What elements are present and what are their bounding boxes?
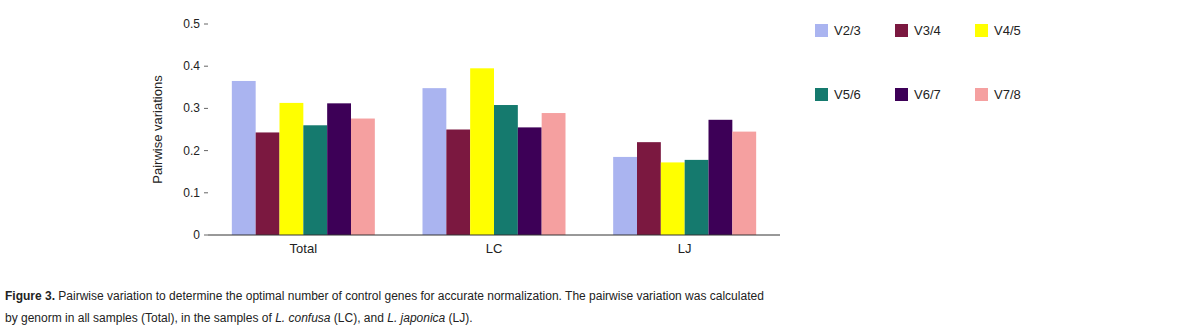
bar xyxy=(732,132,756,235)
legend-swatch xyxy=(895,88,908,101)
x-tick-label: LC xyxy=(486,241,503,256)
bar xyxy=(470,68,494,235)
caption-segment: by genorm in all samples (Total), in the… xyxy=(5,311,275,325)
bar xyxy=(661,162,685,235)
y-tick-label: 0 xyxy=(193,228,200,242)
chart: 0 0.1 0.2 0.3 0.4 0.5 Pairwise variations Total… xyxy=(0,0,1191,336)
y-tick-label: 0.3 xyxy=(183,101,200,115)
legend-swatch xyxy=(975,24,988,37)
legend-swatch xyxy=(975,88,988,101)
caption-segment: Figure 3. xyxy=(5,289,55,303)
legend-label: V6/7 xyxy=(914,87,941,102)
y-tick xyxy=(204,108,208,109)
caption-segment: (LJ). xyxy=(445,311,472,325)
bar xyxy=(613,157,637,235)
caption: by genorm in all samples (Total), in the… xyxy=(5,311,473,325)
y-axis-label: Pairwise variations xyxy=(150,75,165,184)
bar xyxy=(709,120,733,235)
legend-swatch xyxy=(815,24,828,37)
y-tick xyxy=(204,66,208,67)
caption-segment: Pairwise variation to determine the opti… xyxy=(55,289,764,303)
bar xyxy=(685,160,709,235)
legend-swatch xyxy=(895,24,908,37)
bar xyxy=(542,113,566,235)
bar xyxy=(351,119,375,235)
legend-label: V5/6 xyxy=(834,87,861,102)
y-tick-label: 0.4 xyxy=(183,59,200,73)
legend-label: V4/5 xyxy=(994,23,1021,38)
bar xyxy=(494,105,518,235)
legend-swatch xyxy=(815,88,828,101)
y-tick-label: 0.2 xyxy=(183,144,200,158)
bar xyxy=(327,103,351,235)
bar xyxy=(256,132,280,235)
x-axis xyxy=(208,235,780,236)
legend-label: V7/8 xyxy=(994,87,1021,102)
y-tick xyxy=(204,192,208,193)
x-tick-label: LJ xyxy=(678,241,692,256)
y-tick-label: 0.1 xyxy=(183,186,200,200)
bar xyxy=(232,81,256,235)
bar xyxy=(446,130,470,236)
bar xyxy=(280,103,304,235)
caption: Figure 3. Pairwise variation to determin… xyxy=(5,289,764,303)
bar xyxy=(518,127,542,235)
bar xyxy=(423,88,447,235)
legend-label: V2/3 xyxy=(834,23,861,38)
bar xyxy=(637,142,661,235)
y-tick xyxy=(204,235,208,236)
bar xyxy=(303,125,327,235)
y-tick xyxy=(204,24,208,25)
bars xyxy=(232,68,756,235)
caption-segment: L. japonica xyxy=(387,311,445,325)
caption-segment: (LC), and xyxy=(331,311,388,325)
caption-segment: L. confusa xyxy=(275,311,331,325)
legend-label: V3/4 xyxy=(914,23,941,38)
y-tick-label: 0.5 xyxy=(183,17,200,31)
y-tick xyxy=(204,150,208,151)
x-tick-label: Total xyxy=(290,241,318,256)
